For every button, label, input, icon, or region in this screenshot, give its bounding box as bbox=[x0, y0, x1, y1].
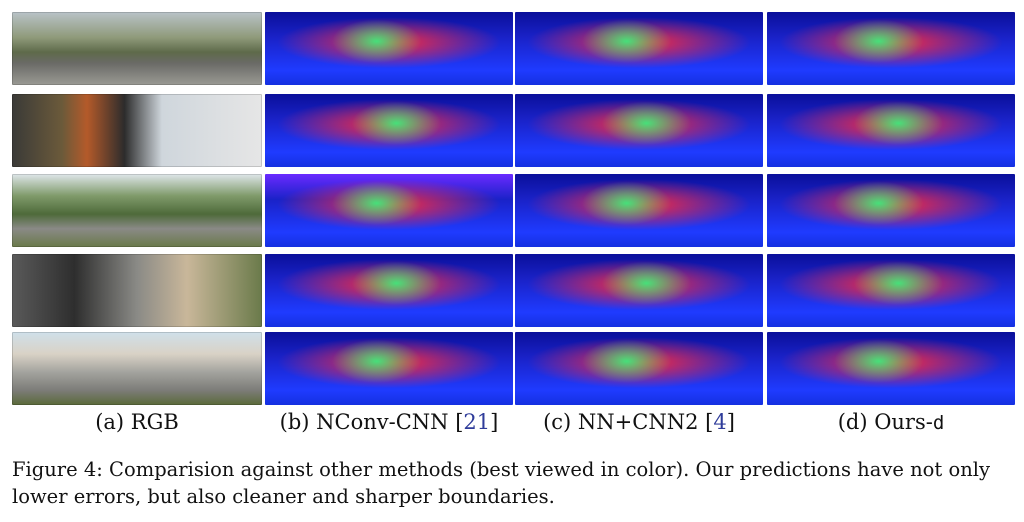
depth-prediction-image bbox=[265, 94, 513, 167]
depth-prediction-image bbox=[767, 174, 1015, 247]
rgb-image bbox=[12, 254, 262, 327]
depth-prediction-image bbox=[515, 332, 763, 405]
rgb-image bbox=[12, 94, 262, 167]
depth-prediction-image bbox=[515, 254, 763, 327]
depth-prediction-image bbox=[265, 254, 513, 327]
depth-prediction-image bbox=[767, 254, 1015, 327]
depth-prediction-image bbox=[515, 12, 763, 85]
rgb-image bbox=[12, 332, 262, 405]
depth-prediction-image bbox=[767, 332, 1015, 405]
depth-prediction-image bbox=[265, 174, 513, 247]
depth-prediction-image bbox=[265, 332, 513, 405]
depth-prediction-image bbox=[515, 94, 763, 167]
column-label-rgb: (a) RGB bbox=[95, 410, 179, 434]
citation-link[interactable]: 21 bbox=[463, 410, 491, 434]
depth-prediction-image bbox=[515, 174, 763, 247]
depth-prediction-image bbox=[767, 12, 1015, 85]
depth-prediction-image bbox=[767, 94, 1015, 167]
rgb-image bbox=[12, 12, 262, 85]
column-label-ours-d: (d) Ours-d bbox=[837, 410, 945, 434]
column-label-nn-cnn2: (c) NN+CNN2 [4] bbox=[543, 410, 735, 434]
figure-caption: Figure 4: Comparision against other meth… bbox=[12, 458, 991, 508]
column-label-nconv-cnn: (b) NConv-CNN [21] bbox=[279, 410, 499, 434]
rgb-image bbox=[12, 174, 262, 247]
depth-prediction-image bbox=[265, 12, 513, 85]
citation-link[interactable]: 4 bbox=[713, 410, 727, 434]
